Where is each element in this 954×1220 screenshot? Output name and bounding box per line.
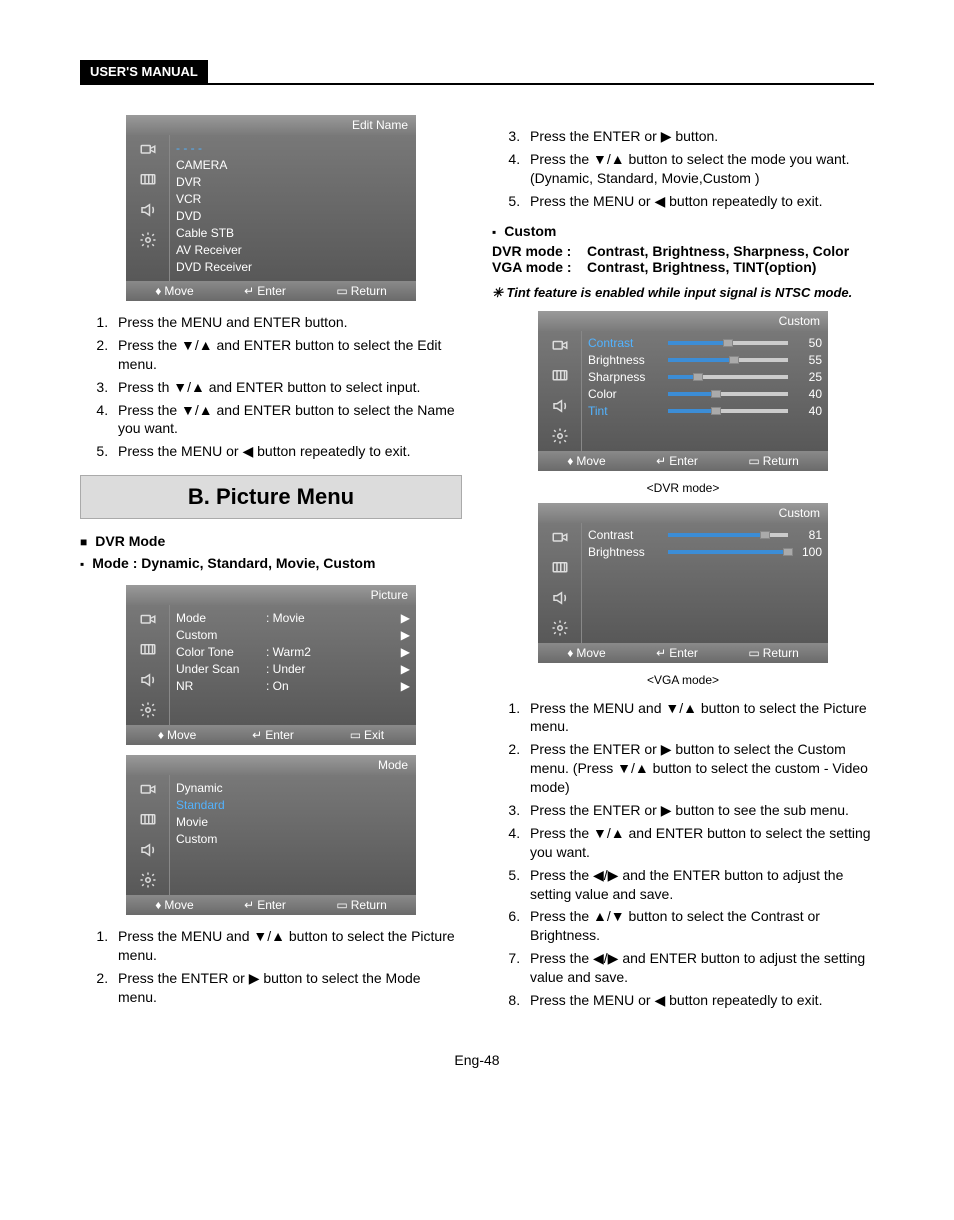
instruction-step: Press the ENTER or ▶ button to select th… bbox=[524, 740, 874, 797]
footer-exit: ▭ Exit bbox=[350, 728, 384, 742]
instruction-step: Press the ▼/▲ button to select the mode … bbox=[524, 150, 874, 188]
osd-custom-dvr: Custom Contrast50Brightness55Sharpness25… bbox=[538, 311, 828, 471]
instruction-step: Press the ◀/▶ and ENTER button to adjust… bbox=[524, 949, 874, 987]
mode-list-head: ▪Mode : Dynamic, Standard, Movie, Custom bbox=[80, 555, 462, 571]
setup-icon bbox=[538, 613, 582, 643]
instruction-step: Press the ENTER or ▶ button. bbox=[524, 127, 874, 146]
picture-icon bbox=[126, 165, 170, 195]
picture-row[interactable]: Color Tone: Warm2▶ bbox=[176, 643, 410, 660]
picture-row[interactable]: Under Scan: Under▶ bbox=[176, 660, 410, 677]
setup-icon bbox=[126, 695, 170, 725]
osd-picture-title: Picture bbox=[126, 585, 416, 605]
left-instructions-a: Press the MENU and ENTER button. Press th… bbox=[80, 313, 462, 461]
right-instructions-top: Press the ENTER or ▶ button. Press the ▼/… bbox=[492, 127, 874, 211]
instruction-step: Press the ENTER or ▶ button to select th… bbox=[112, 969, 462, 1007]
mode-item[interactable]: Custom bbox=[176, 830, 410, 847]
osd-edit-title: Edit Name bbox=[126, 115, 416, 135]
setup-icon bbox=[126, 225, 170, 255]
edit-item[interactable]: Cable STB bbox=[176, 224, 410, 241]
edit-item[interactable]: AV Receiver bbox=[176, 241, 410, 258]
instruction-step: Press th ▼/▲ and ENTER button to select … bbox=[112, 378, 462, 397]
footer-move: ♦ Move bbox=[155, 898, 193, 912]
osd-edit-footer: ♦ Move ↵ Enter ▭ Return bbox=[126, 281, 416, 301]
mode-item[interactable]: Dynamic bbox=[176, 779, 410, 796]
slider-row[interactable]: Sharpness25 bbox=[588, 369, 822, 386]
section-b-heading: B. Picture Menu bbox=[80, 475, 462, 519]
right-column: Press the ENTER or ▶ button. Press the ▼/… bbox=[492, 115, 874, 1022]
instruction-step: Press the ▼/▲ and ENTER button to select… bbox=[112, 336, 462, 374]
picture-icon bbox=[538, 361, 582, 391]
slider-row[interactable]: Contrast81 bbox=[588, 527, 822, 544]
osd-edit-name: Edit Name - - - -CAMERADVRVCRDVDCable ST… bbox=[126, 115, 416, 301]
picture-icon bbox=[538, 553, 582, 583]
footer-move: ♦ Move bbox=[158, 728, 196, 742]
page-header: USER'S MANUAL bbox=[80, 60, 874, 85]
instruction-step: Press the ▼/▲ and ENTER button to select… bbox=[524, 824, 874, 862]
instruction-step: Press the MENU or ◀ button repeatedly to… bbox=[524, 991, 874, 1010]
dvr-mode-head: ■DVR Mode bbox=[80, 533, 462, 549]
footer-enter: ↵ Enter bbox=[252, 728, 294, 742]
osd-icon-col bbox=[126, 135, 170, 281]
picture-row[interactable]: NR: On▶ bbox=[176, 677, 410, 694]
sound-icon bbox=[126, 835, 170, 865]
setup-icon bbox=[538, 421, 582, 451]
osd-custom-vga: Custom Contrast81Brightness100 ♦ Move ↵ … bbox=[538, 503, 828, 663]
input-icon bbox=[126, 135, 170, 165]
picture-row[interactable]: Mode: Movie▶ bbox=[176, 609, 410, 626]
instruction-step: Press the ENTER or ▶ button to see the s… bbox=[524, 801, 874, 820]
header-label: USER'S MANUAL bbox=[80, 60, 208, 83]
osd-mode-title: Mode bbox=[126, 755, 416, 775]
edit-item[interactable]: DVD Receiver bbox=[176, 258, 410, 275]
custom-head: ▪Custom bbox=[492, 223, 874, 239]
footer-return: ▭ Return bbox=[336, 898, 386, 912]
footer-return: ▭ Return bbox=[336, 284, 386, 298]
instruction-step: Press the MENU or ◀ button repeatedly to… bbox=[112, 442, 462, 461]
instruction-step: Press the MENU and ▼/▲ button to select … bbox=[112, 927, 462, 965]
mode-lines: DVR mode :Contrast, Brightness, Sharpnes… bbox=[492, 243, 874, 275]
picture-icon bbox=[126, 805, 170, 835]
sound-icon bbox=[538, 583, 582, 613]
page-number: Eng-48 bbox=[80, 1052, 874, 1068]
sound-icon bbox=[126, 195, 170, 225]
footer-move: ♦ Move bbox=[155, 284, 193, 298]
right-instructions-bottom: Press the MENU and ▼/▲ button to select … bbox=[492, 699, 874, 1010]
slider-row[interactable]: Brightness100 bbox=[588, 544, 822, 561]
sound-icon bbox=[538, 391, 582, 421]
osd-mode: Mode DynamicStandardMovieCustom ♦ Move ↵… bbox=[126, 755, 416, 915]
slider-row[interactable]: Contrast50 bbox=[588, 335, 822, 352]
setup-icon bbox=[126, 865, 170, 895]
instruction-step: Press the ▲/▼ button to select the Contr… bbox=[524, 907, 874, 945]
input-icon bbox=[126, 605, 170, 635]
footer-enter: ↵ Enter bbox=[244, 898, 286, 912]
edit-item[interactable]: CAMERA bbox=[176, 156, 410, 173]
instruction-step: Press the ▼/▲ and ENTER button to select… bbox=[112, 401, 462, 439]
edit-item[interactable]: DVD bbox=[176, 207, 410, 224]
footer-enter: ↵ Enter bbox=[244, 284, 286, 298]
slider-row[interactable]: Brightness55 bbox=[588, 352, 822, 369]
vga-caption: <VGA mode> bbox=[492, 673, 874, 687]
edit-dashes: - - - - bbox=[176, 139, 410, 156]
instruction-step: Press the MENU and ▼/▲ button to select … bbox=[524, 699, 874, 737]
picture-row[interactable]: Custom▶ bbox=[176, 626, 410, 643]
edit-item[interactable]: DVR bbox=[176, 173, 410, 190]
picture-icon bbox=[126, 635, 170, 665]
input-icon bbox=[538, 331, 582, 361]
left-column: Edit Name - - - -CAMERADVRVCRDVDCable ST… bbox=[80, 115, 462, 1022]
left-instructions-b: Press the MENU and ▼/▲ button to select … bbox=[80, 927, 462, 1007]
instruction-step: Press the MENU or ◀ button repeatedly to… bbox=[524, 192, 874, 211]
osd-picture: Picture Mode: Movie▶Custom▶Color Tone: W… bbox=[126, 585, 416, 745]
edit-item[interactable]: VCR bbox=[176, 190, 410, 207]
input-icon bbox=[538, 523, 582, 553]
input-icon bbox=[126, 775, 170, 805]
slider-row[interactable]: Color40 bbox=[588, 386, 822, 403]
slider-row[interactable]: Tint40 bbox=[588, 403, 822, 420]
dvr-caption: <DVR mode> bbox=[492, 481, 874, 495]
instruction-step: Press the MENU and ENTER button. bbox=[112, 313, 462, 332]
instruction-step: Press the ◀/▶ and the ENTER button to ad… bbox=[524, 866, 874, 904]
mode-item[interactable]: Movie bbox=[176, 813, 410, 830]
tint-note: ✳ Tint feature is enabled while input si… bbox=[492, 285, 874, 301]
sound-icon bbox=[126, 665, 170, 695]
mode-item[interactable]: Standard bbox=[176, 796, 410, 813]
